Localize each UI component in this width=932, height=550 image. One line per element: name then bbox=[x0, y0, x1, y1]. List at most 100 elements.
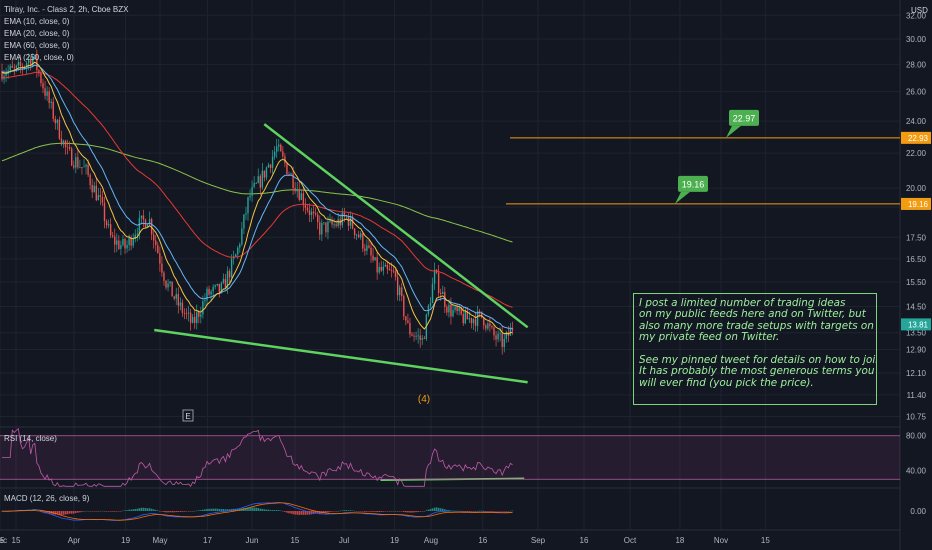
candle-body bbox=[294, 188, 296, 192]
macd-histogram-bar bbox=[136, 508, 139, 511]
macd-histogram-bar bbox=[345, 510, 348, 511]
macd-histogram-bar bbox=[105, 511, 108, 512]
rsi-pane bbox=[0, 427, 900, 488]
candle-body bbox=[155, 240, 157, 246]
macd-histogram-bar bbox=[273, 510, 276, 511]
macd-histogram-bar bbox=[431, 508, 434, 511]
candle-body bbox=[446, 306, 448, 313]
candle-body bbox=[132, 238, 134, 246]
candle-body bbox=[13, 67, 15, 69]
macd-histogram-bar bbox=[253, 507, 255, 511]
trendline-lower bbox=[154, 328, 528, 384]
time-tick-label: 15 bbox=[12, 536, 21, 545]
note-line: on my public feeds here and on Twitter, … bbox=[639, 308, 866, 321]
time-tick-label: 19 bbox=[390, 536, 399, 545]
macd-histogram-bar bbox=[460, 510, 462, 512]
candle-body bbox=[267, 164, 270, 168]
price-tick-label: 17.50 bbox=[906, 233, 927, 242]
macd-histogram-bar bbox=[499, 511, 501, 512]
candle-body bbox=[68, 147, 71, 149]
macd-histogram-bar bbox=[56, 511, 59, 515]
candle-body bbox=[11, 65, 13, 68]
candle-body bbox=[194, 316, 196, 324]
candle-body bbox=[388, 269, 391, 271]
candle-body bbox=[200, 314, 202, 317]
candle-body bbox=[251, 186, 253, 196]
candle-body bbox=[93, 185, 95, 193]
candle-body bbox=[62, 140, 65, 145]
candle-body bbox=[157, 245, 159, 254]
macd-histogram-bar bbox=[101, 510, 104, 512]
macd-histogram-bar bbox=[464, 511, 467, 512]
candle-body bbox=[413, 335, 415, 337]
candle-body bbox=[329, 220, 331, 222]
macd-histogram-bar bbox=[249, 507, 251, 511]
candle-body bbox=[189, 312, 192, 323]
ema-60-legend[interactable]: EMA (60, close, 0) bbox=[4, 41, 70, 50]
candle-body bbox=[343, 212, 346, 217]
candle-body bbox=[17, 62, 20, 66]
ema-250-legend[interactable]: EMA (250, close, 0) bbox=[4, 53, 74, 62]
candle-body bbox=[386, 264, 389, 270]
macd-histogram-bar bbox=[62, 511, 65, 515]
macd-histogram-bar bbox=[66, 511, 69, 515]
macd-histogram-bar bbox=[245, 507, 247, 511]
macd-histogram-bar bbox=[462, 511, 465, 512]
macd-histogram-bar bbox=[189, 511, 192, 512]
macd-histogram-bar bbox=[103, 511, 106, 512]
candle-body bbox=[462, 314, 464, 324]
candle-body bbox=[308, 210, 311, 216]
macd-legend[interactable]: MACD (12, 26, close, 9) bbox=[4, 494, 90, 503]
candle-body bbox=[325, 222, 327, 233]
candle-body bbox=[177, 294, 179, 306]
macd-histogram-bar bbox=[220, 509, 223, 511]
candle-body bbox=[392, 270, 395, 272]
macd-histogram-bar bbox=[331, 511, 333, 512]
macd-histogram-bar bbox=[191, 511, 194, 512]
macd-histogram-bar bbox=[48, 511, 50, 514]
candle-body bbox=[224, 279, 227, 288]
macd-histogram-bar bbox=[142, 507, 145, 511]
macd-histogram-bar bbox=[452, 510, 454, 512]
macd-histogram-bar bbox=[495, 511, 497, 512]
macd-histogram-bar bbox=[167, 511, 169, 513]
macd-histogram-bar bbox=[202, 509, 204, 511]
price-tick-label: 14.50 bbox=[906, 302, 927, 311]
macd-histogram-bar bbox=[425, 510, 428, 511]
macd-histogram-bar bbox=[132, 509, 134, 511]
macd-histogram-bar bbox=[411, 511, 413, 513]
time-tick-label: 17 bbox=[203, 536, 212, 545]
rsi-legend[interactable]: RSI (14, close) bbox=[4, 434, 57, 443]
macd-histogram-bar bbox=[138, 508, 141, 511]
candle-body bbox=[296, 189, 298, 192]
ema-10-legend[interactable]: EMA (10, close, 0) bbox=[4, 17, 70, 26]
macd-histogram-bar bbox=[159, 511, 161, 512]
candle-body bbox=[128, 237, 130, 245]
candle-body bbox=[419, 335, 421, 340]
macd-histogram-bar bbox=[130, 509, 132, 511]
macd-histogram-bar bbox=[77, 511, 79, 513]
macd-histogram-bar bbox=[351, 510, 354, 512]
candle-body bbox=[175, 294, 177, 299]
candle-body bbox=[56, 119, 59, 124]
macd-histogram-bar bbox=[304, 511, 307, 515]
candle-body bbox=[458, 307, 460, 312]
price-tick-label: 22.00 bbox=[906, 149, 927, 158]
candle-body bbox=[442, 291, 444, 295]
candle-body bbox=[247, 197, 249, 214]
macd-histogram-bar bbox=[415, 511, 417, 513]
candle-body bbox=[214, 285, 216, 287]
candle-body bbox=[42, 83, 44, 89]
macd-histogram-bar bbox=[185, 511, 188, 512]
ema-20-legend[interactable]: EMA (20, close, 0) bbox=[4, 29, 70, 38]
ema-20-line bbox=[1, 64, 513, 329]
candle-body bbox=[179, 302, 182, 306]
candle-body bbox=[280, 144, 282, 152]
candle-body bbox=[71, 148, 73, 166]
macd-histogram-bar bbox=[282, 511, 284, 512]
candle-body bbox=[380, 266, 382, 271]
candle-body bbox=[501, 333, 503, 348]
macd-histogram-bar bbox=[247, 507, 249, 511]
candle-body bbox=[40, 73, 42, 84]
